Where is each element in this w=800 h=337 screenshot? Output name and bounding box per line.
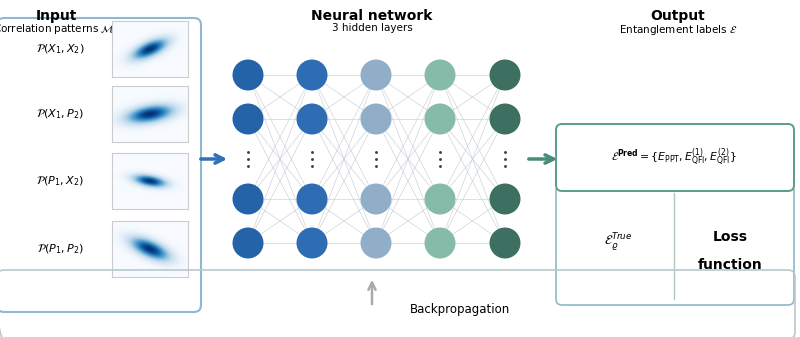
Text: 3 hidden layers: 3 hidden layers bbox=[332, 23, 412, 33]
Circle shape bbox=[425, 184, 455, 214]
Circle shape bbox=[233, 227, 263, 258]
Text: Output: Output bbox=[650, 9, 706, 23]
Text: Neural network: Neural network bbox=[311, 9, 433, 23]
Circle shape bbox=[425, 60, 455, 91]
Text: Input: Input bbox=[35, 9, 77, 23]
Circle shape bbox=[297, 184, 327, 214]
Circle shape bbox=[490, 227, 521, 258]
Circle shape bbox=[233, 60, 263, 91]
Circle shape bbox=[425, 103, 455, 134]
Text: Entanglement labels $\mathcal{E}$: Entanglement labels $\mathcal{E}$ bbox=[618, 23, 738, 37]
Text: function: function bbox=[698, 258, 762, 272]
Circle shape bbox=[361, 60, 391, 91]
Text: Backpropagation: Backpropagation bbox=[410, 303, 510, 315]
Circle shape bbox=[233, 103, 263, 134]
Circle shape bbox=[490, 184, 521, 214]
FancyBboxPatch shape bbox=[556, 185, 794, 305]
Circle shape bbox=[297, 227, 327, 258]
Circle shape bbox=[490, 103, 521, 134]
Text: Correlation patterns $\mathcal{M}_\varrho$: Correlation patterns $\mathcal{M}_\varrh… bbox=[0, 23, 119, 37]
Circle shape bbox=[361, 184, 391, 214]
Circle shape bbox=[425, 227, 455, 258]
Text: $\mathcal{P}(P_1,X_2)$: $\mathcal{P}(P_1,X_2)$ bbox=[36, 174, 84, 188]
Circle shape bbox=[361, 103, 391, 134]
Circle shape bbox=[297, 60, 327, 91]
Circle shape bbox=[490, 60, 521, 91]
Text: $\mathcal{E}^{True}_{\varrho}$: $\mathcal{E}^{True}_{\varrho}$ bbox=[604, 231, 632, 253]
Text: Loss: Loss bbox=[713, 230, 747, 244]
Circle shape bbox=[297, 103, 327, 134]
FancyBboxPatch shape bbox=[0, 18, 201, 312]
Circle shape bbox=[361, 227, 391, 258]
Text: $\mathcal{P}(P_1,P_2)$: $\mathcal{P}(P_1,P_2)$ bbox=[37, 242, 83, 256]
Text: $\mathcal{P}(X_1,P_2)$: $\mathcal{P}(X_1,P_2)$ bbox=[36, 107, 84, 121]
Text: $\mathcal{E}^{\mathbf{Pred}} = \{E_{\mathrm{PPT}}, E_{\mathrm{QFI}}^{(1)}, E_{\m: $\mathcal{E}^{\mathbf{Pred}} = \{E_{\mat… bbox=[611, 147, 737, 168]
FancyBboxPatch shape bbox=[556, 124, 794, 191]
Text: $\mathcal{P}(X_1,X_2)$: $\mathcal{P}(X_1,X_2)$ bbox=[36, 42, 84, 56]
Circle shape bbox=[233, 184, 263, 214]
